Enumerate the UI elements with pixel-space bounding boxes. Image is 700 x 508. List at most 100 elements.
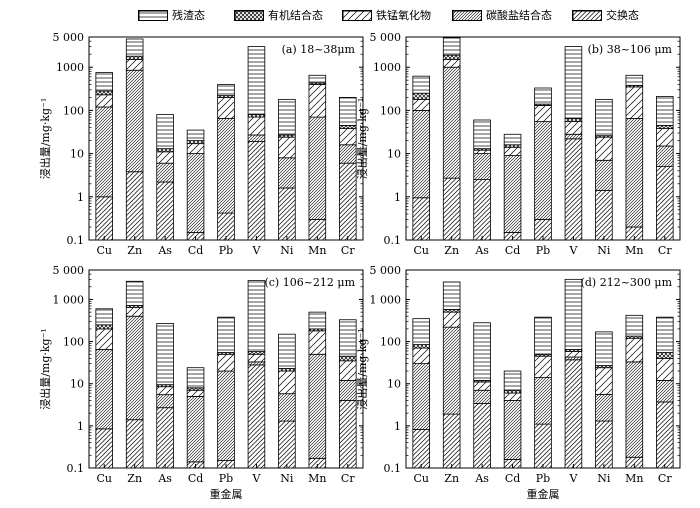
bar-segment [308, 74, 327, 84]
bar-segment [564, 359, 583, 469]
bar-segment [247, 280, 266, 352]
bar-segment [625, 361, 644, 458]
bar-segment [473, 403, 491, 469]
bar-segment [503, 133, 522, 146]
bar-segment [473, 153, 491, 181]
bar-segment [564, 133, 583, 140]
bar-segment [247, 351, 266, 355]
bar-segment [125, 38, 144, 57]
legend-swatch-organic [234, 9, 264, 21]
bar-segment [534, 105, 552, 123]
x-axis-label: 重金属 [210, 487, 243, 501]
bar-segment [339, 319, 357, 357]
bar-segment [125, 69, 144, 173]
bar-segment [442, 281, 461, 310]
bar-segment [503, 400, 522, 460]
x-tick-label: Cd [188, 472, 203, 485]
bar-segment [278, 370, 296, 395]
bar-segment [503, 155, 522, 233]
x-tick-label: V [568, 472, 578, 485]
bar-segment [564, 118, 583, 123]
bar-segment [186, 143, 205, 154]
bar-segment [339, 360, 357, 381]
bar-segment [412, 75, 430, 94]
y-tick-label: 10 [387, 378, 401, 391]
bar-segment [656, 379, 674, 403]
bar-segment [278, 187, 296, 241]
x-tick-label: V [568, 244, 578, 257]
bar-segment [656, 401, 674, 469]
bar-segment [217, 96, 235, 119]
bar-segment [412, 347, 430, 365]
y-tick-label: 100 [63, 336, 84, 349]
legend-swatch-residual [138, 9, 168, 21]
bar-segment [412, 363, 430, 430]
bar-segment [339, 400, 357, 469]
bar-segment [412, 92, 430, 100]
bar-segment [442, 177, 461, 241]
y-tick-label: 0.1 [384, 234, 402, 247]
x-tick-label: Ni [597, 472, 611, 485]
x-tick-label: V [251, 472, 261, 485]
bar-segment [95, 196, 113, 241]
legend-label: 有机结合态 [268, 9, 323, 22]
legend-swatch-carbonate [452, 9, 482, 21]
bar-segment [217, 370, 235, 461]
bar-segment [656, 352, 674, 359]
bar-segment [442, 309, 461, 313]
x-tick-label: Cr [341, 472, 355, 485]
bar-segment [217, 316, 235, 353]
legend-label: 交换态 [606, 9, 639, 22]
bar-segment [625, 86, 644, 119]
bar-segment [308, 311, 327, 330]
legend-label: 残渣态 [172, 9, 205, 22]
x-tick-label: As [474, 244, 489, 257]
chart-panel-2: 0.1 1 10 100 1 000 5 000 Cu Zn As Cd Pb V Ni Mn Cr (c) … [38, 264, 364, 501]
y-tick-label: 100 [380, 336, 401, 349]
x-tick-label: Cr [658, 472, 672, 485]
bar-segment [339, 128, 357, 146]
bar-segment [473, 381, 491, 391]
x-tick-label: Zn [444, 244, 459, 257]
y-tick-label: 10 [70, 148, 84, 161]
bar-segment [247, 116, 266, 136]
y-tick-label: 1 [394, 420, 401, 433]
x-tick-label: Cu [96, 472, 112, 485]
bar-segment [247, 364, 266, 469]
bar-segment [125, 315, 144, 421]
bar-segment [339, 144, 357, 164]
legend-item-carbonate: 碳酸盐结合态 [452, 6, 552, 24]
x-tick-label: Zn [444, 472, 459, 485]
bar-segment [656, 128, 674, 147]
bar-segment [156, 151, 174, 164]
x-tick-label: Ni [597, 244, 611, 257]
bar-segment [217, 212, 235, 241]
bar-segment [247, 134, 266, 142]
legend: 残渣态 有机结合态 铁锰氧化物 碳酸盐结合态 交换态 [138, 6, 658, 24]
x-tick-label: Zn [127, 244, 142, 257]
bar-segment [442, 326, 461, 415]
x-tick-label: Pb [536, 244, 550, 257]
bar-segment [534, 121, 552, 220]
bar-segment [95, 106, 113, 198]
bar-segment [564, 121, 583, 135]
bar-segment [339, 96, 357, 126]
bar-segment [595, 393, 613, 422]
bar-segment [95, 308, 113, 326]
bar-segment [656, 96, 674, 126]
bar-segment [503, 370, 522, 391]
y-tick-label: 1 [77, 191, 84, 204]
x-tick-label: Mn [625, 244, 643, 257]
y-tick-label: 0.1 [67, 234, 85, 247]
panel-title: (b) 38~106 μm [588, 43, 673, 56]
x-tick-label: Cd [505, 472, 520, 485]
bar-segment [595, 190, 613, 241]
bar-segment [534, 87, 552, 105]
bar-segment [217, 118, 235, 214]
bar-segment [564, 351, 583, 358]
bar-segment [412, 344, 430, 349]
bar-segment [442, 54, 461, 60]
y-axis-label: 浸出量/mg·kg⁻¹ [38, 328, 52, 410]
bar-segment [95, 328, 113, 350]
